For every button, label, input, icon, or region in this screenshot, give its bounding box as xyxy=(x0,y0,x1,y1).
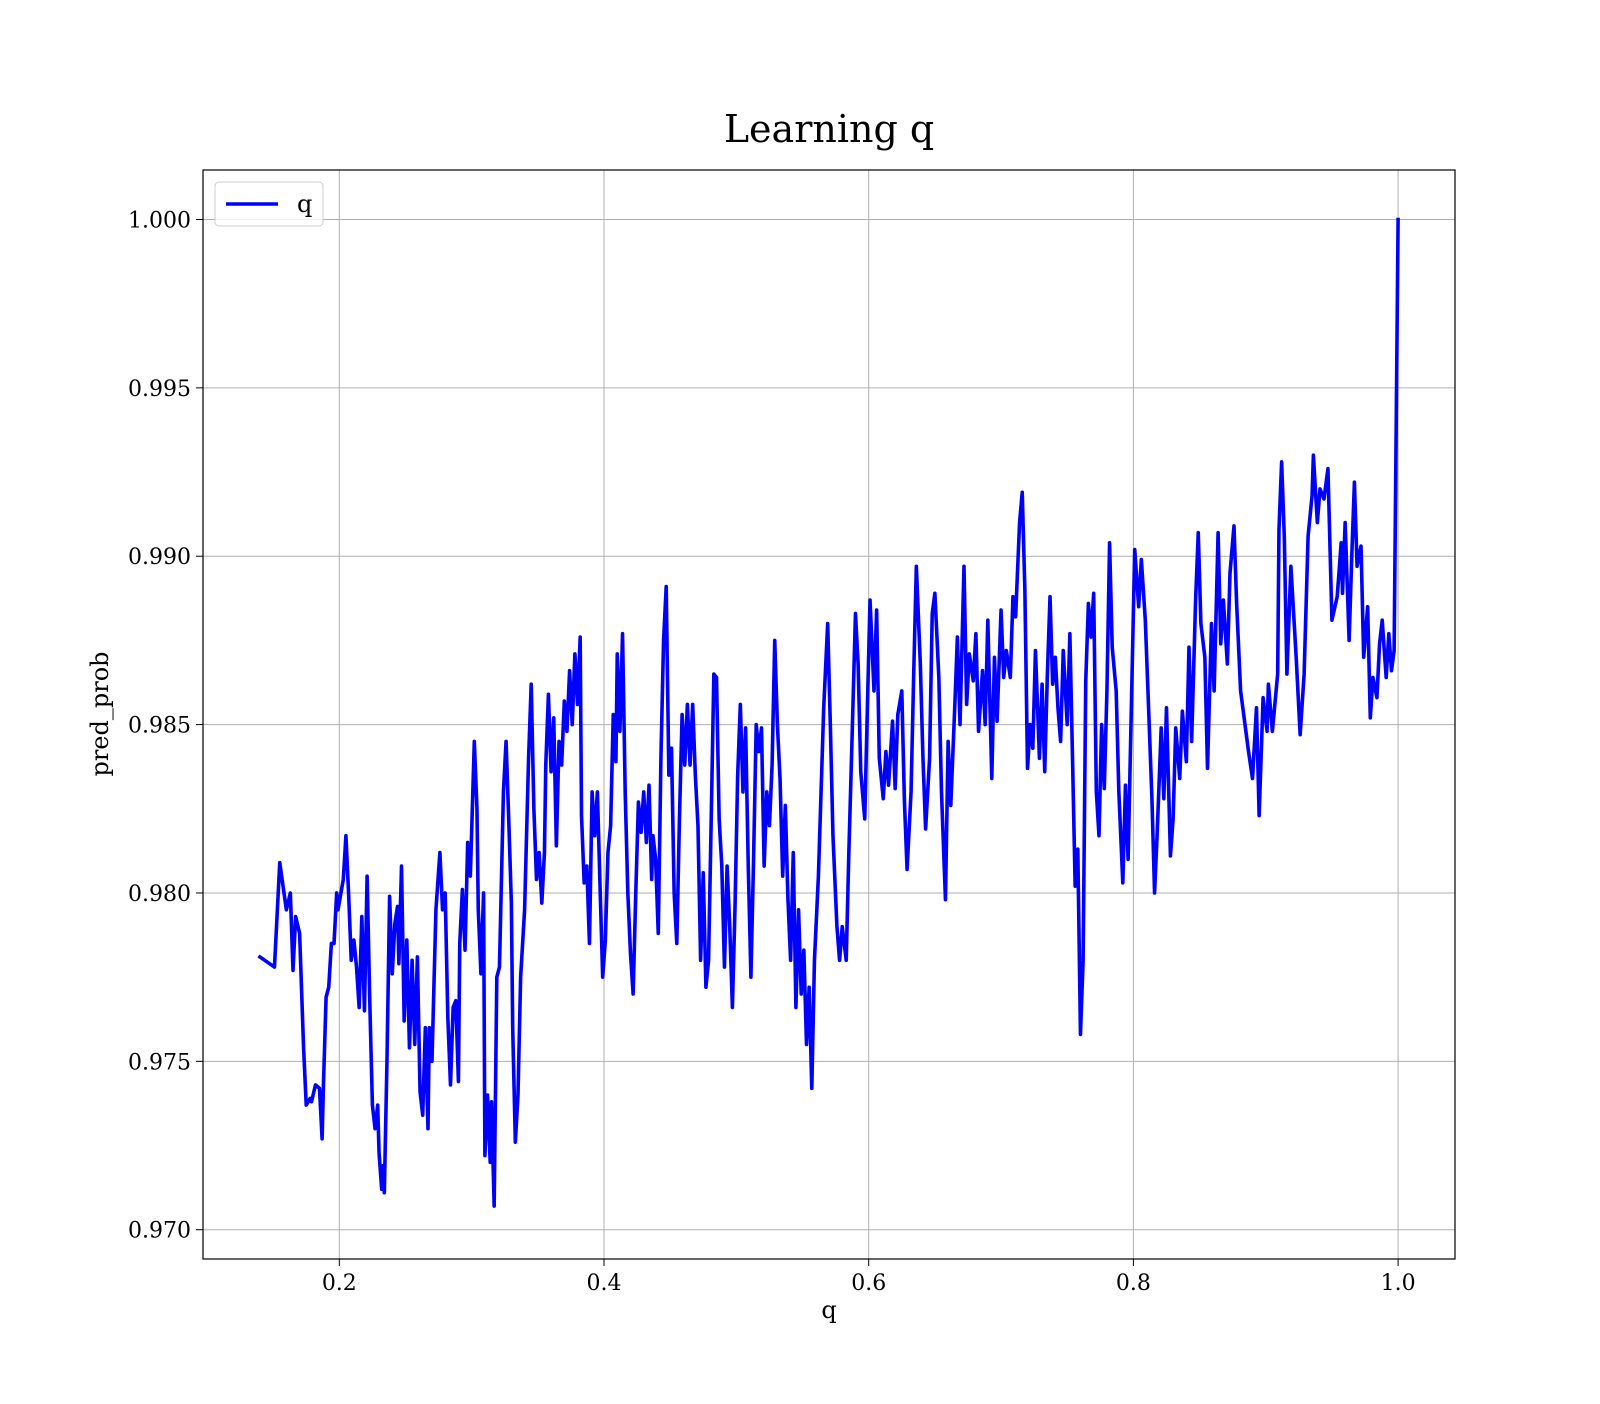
plot-frame xyxy=(202,169,1456,1260)
y-tick-label: 0.985 xyxy=(128,714,191,739)
x-tick-label: 1.0 xyxy=(1381,1271,1416,1296)
y-tick-label: 0.980 xyxy=(128,882,191,907)
y-axis-label: pred_prob xyxy=(86,651,114,776)
x-tick-label: 0.2 xyxy=(322,1271,357,1296)
y-tick-label: 0.970 xyxy=(128,1219,191,1244)
x-axis-label: q xyxy=(821,1296,836,1324)
chart-title: Learning q xyxy=(724,107,934,151)
legend: q xyxy=(214,181,324,227)
x-tick-label: 0.4 xyxy=(587,1271,622,1296)
x-tick-label: 0.8 xyxy=(1116,1271,1151,1296)
data-line xyxy=(257,217,1400,1208)
y-tick-label: 0.990 xyxy=(128,545,191,570)
legend-label: q xyxy=(297,190,312,218)
y-tick-label: 1.000 xyxy=(128,209,191,234)
y-tick-label: 0.975 xyxy=(128,1050,191,1075)
x-tick-label: 0.6 xyxy=(851,1271,886,1296)
y-tick-label: 0.995 xyxy=(128,377,191,402)
plot-area xyxy=(257,217,1400,1208)
axes: 0.2 0.4 0.6 0.8 1.0 0.970 0.975 0.980 0.985 0.990… xyxy=(128,169,1456,1296)
